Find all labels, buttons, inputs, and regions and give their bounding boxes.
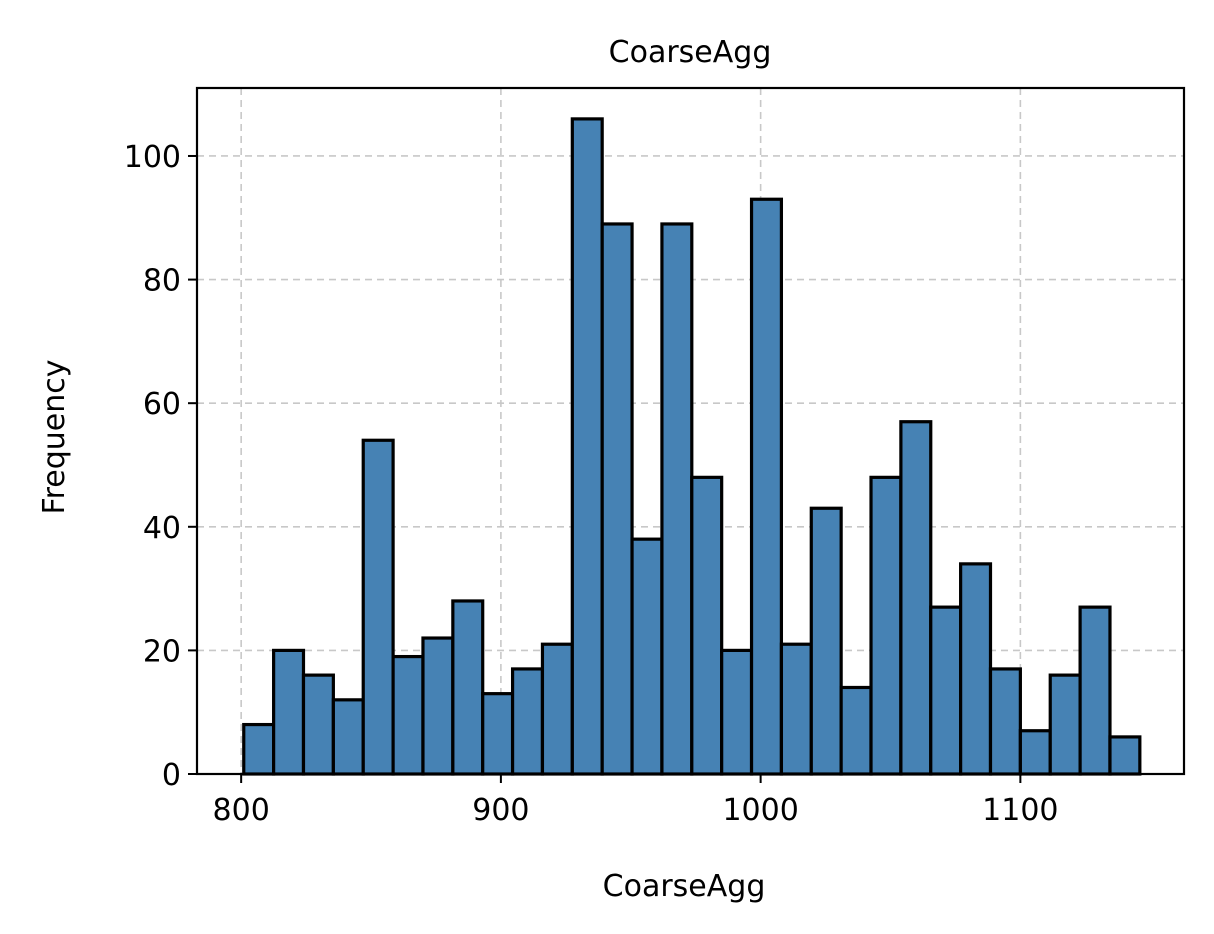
histogram-bar [481,692,515,776]
histogram-bar [1078,605,1112,776]
y-axis-title: Frequency [37,360,72,515]
histogram-bar [630,537,664,776]
histogram-bar [988,667,1022,776]
histogram-bar [1048,673,1082,776]
histogram-bar [600,222,634,776]
histogram-bar [929,605,963,776]
histogram-bar [391,654,425,776]
histogram-bar [899,420,933,776]
y-axis-ticks: 0 20 40 60 80 100 [124,140,197,793]
histogram-bar [510,667,545,776]
x-tick-label: 1000 [722,793,798,828]
histogram-bar [690,475,724,776]
x-tick-label: 1100 [982,793,1058,828]
histogram-bar [809,506,843,776]
histogram-bar [331,698,365,776]
y-tick-label: 40 [143,511,181,546]
x-tick-label: 900 [472,793,529,828]
histogram-bar [839,685,873,776]
x-tick-label: 800 [213,793,270,828]
histogram-bar [540,642,574,776]
x-axis-ticks: 800 900 1000 1100 [213,774,1059,828]
histogram-bar [869,475,903,776]
histogram-bar [451,599,485,776]
plot-frame [195,86,1186,776]
histogram-bar [779,642,813,776]
histogram-bar [301,673,335,776]
histogram-bar [421,636,455,776]
y-tick-label: 100 [124,140,181,175]
histogram-bar [720,648,754,776]
chart-title: CoarseAgg [609,35,772,70]
histogram-bar [272,648,306,776]
histogram-bar [959,562,993,776]
y-tick-label: 80 [143,264,181,299]
histogram-bar [242,722,276,776]
histogram-bar [660,222,694,776]
bars [242,117,1142,776]
y-tick-label: 60 [143,387,181,422]
histogram-bar [570,117,604,776]
y-tick-label: 20 [143,634,181,669]
histogram-bar [749,197,784,776]
x-axis-title: CoarseAgg [603,869,766,904]
histogram-bar [1018,729,1052,776]
histogram-bar [361,438,395,776]
histogram-bar [1108,735,1142,776]
y-tick-label: 0 [162,758,181,793]
